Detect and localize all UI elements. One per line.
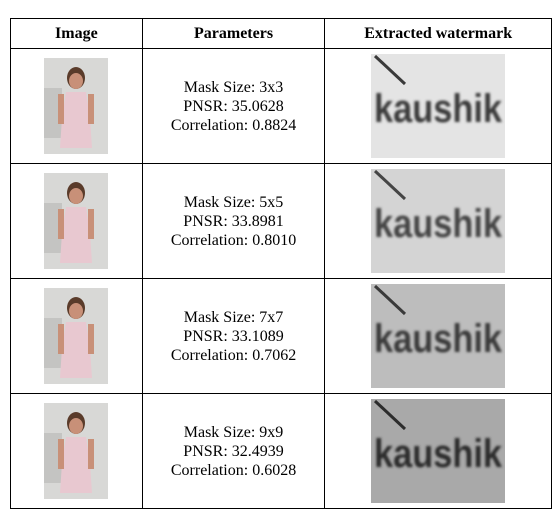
parameter-line: Correlation: 0.6028 <box>143 461 325 480</box>
parameter-line: PNSR: 33.1089 <box>143 327 325 346</box>
header-row: Image Parameters Extracted watermark <box>11 19 552 49</box>
results-table: Image Parameters Extracted watermark Mas… <box>10 18 552 509</box>
parameter-line: PNSR: 32.4939 <box>143 442 325 461</box>
page: Image Parameters Extracted watermark Mas… <box>0 0 557 516</box>
parameter-line: PNSR: 35.0628 <box>143 97 325 116</box>
watermark-cell: kaushik <box>325 279 552 394</box>
watermark-image: kaushik <box>371 284 505 388</box>
image-cell <box>11 164 143 279</box>
parameter-line: Mask Size: 7x7 <box>143 308 325 327</box>
image-cell <box>11 49 143 164</box>
photo <box>44 58 108 154</box>
header-cell: Extracted watermark <box>325 19 552 49</box>
watermark-image: kaushik <box>371 54 505 158</box>
watermark-text: kaushik <box>374 317 503 361</box>
parameter-line: Correlation: 0.8824 <box>143 116 325 135</box>
watermark-cell: kaushik <box>325 164 552 279</box>
parameter-line: Mask Size: 5x5 <box>143 193 325 212</box>
watermark-image: kaushik <box>371 169 505 273</box>
photo <box>44 173 108 269</box>
watermark-text: kaushik <box>374 432 503 476</box>
parameter-line: Correlation: 0.8010 <box>143 231 325 250</box>
watermark-image: kaushik <box>371 399 505 503</box>
parameter-line: Correlation: 0.7062 <box>143 346 325 365</box>
photo <box>44 288 108 384</box>
image-cell <box>11 394 143 509</box>
watermark-cell: kaushik <box>325 394 552 509</box>
header-cell: Parameters <box>142 19 325 49</box>
watermark-text: kaushik <box>374 87 503 131</box>
parameter-line: Mask Size: 3x3 <box>143 78 325 97</box>
watermark-text: kaushik <box>374 202 503 246</box>
watermark-cell: kaushik <box>325 49 552 164</box>
image-cell <box>11 279 143 394</box>
photo <box>44 403 108 499</box>
header-cell: Image <box>11 19 143 49</box>
parameter-line: Mask Size: 9x9 <box>143 423 325 442</box>
parameter-line: PNSR: 33.8981 <box>143 212 325 231</box>
